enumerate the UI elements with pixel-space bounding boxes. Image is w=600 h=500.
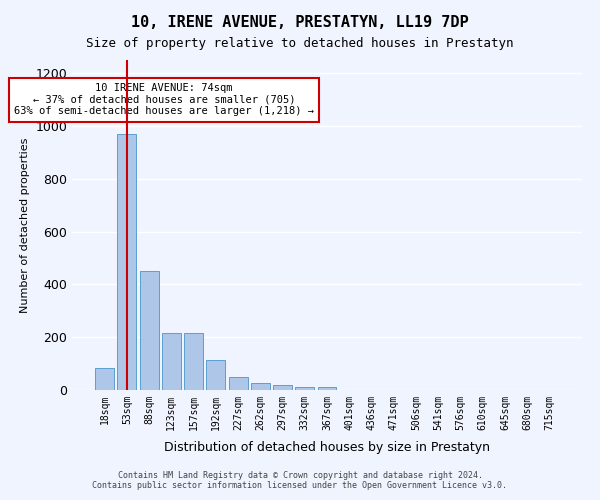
Bar [140, 271, 158, 390]
Bar [118, 134, 136, 390]
Text: 10 IRENE AVENUE: 74sqm
← 37% of detached houses are smaller (705)
63% of semi-de: 10 IRENE AVENUE: 74sqm ← 37% of detached… [14, 83, 314, 116]
Text: Size of property relative to detached houses in Prestatyn: Size of property relative to detached ho… [86, 38, 514, 51]
Bar [206, 360, 225, 390]
Bar [273, 385, 292, 390]
Bar [184, 333, 203, 390]
Bar [229, 377, 248, 390]
Bar [95, 368, 114, 390]
Text: Contains HM Land Registry data © Crown copyright and database right 2024.
Contai: Contains HM Land Registry data © Crown c… [92, 470, 508, 490]
X-axis label: Distribution of detached houses by size in Prestatyn: Distribution of detached houses by size … [164, 441, 490, 454]
Text: 10, IRENE AVENUE, PRESTATYN, LL19 7DP: 10, IRENE AVENUE, PRESTATYN, LL19 7DP [131, 15, 469, 30]
Y-axis label: Number of detached properties: Number of detached properties [20, 138, 30, 312]
Bar [162, 333, 181, 390]
Bar [317, 388, 337, 390]
Bar [251, 384, 270, 390]
Bar [295, 386, 314, 390]
